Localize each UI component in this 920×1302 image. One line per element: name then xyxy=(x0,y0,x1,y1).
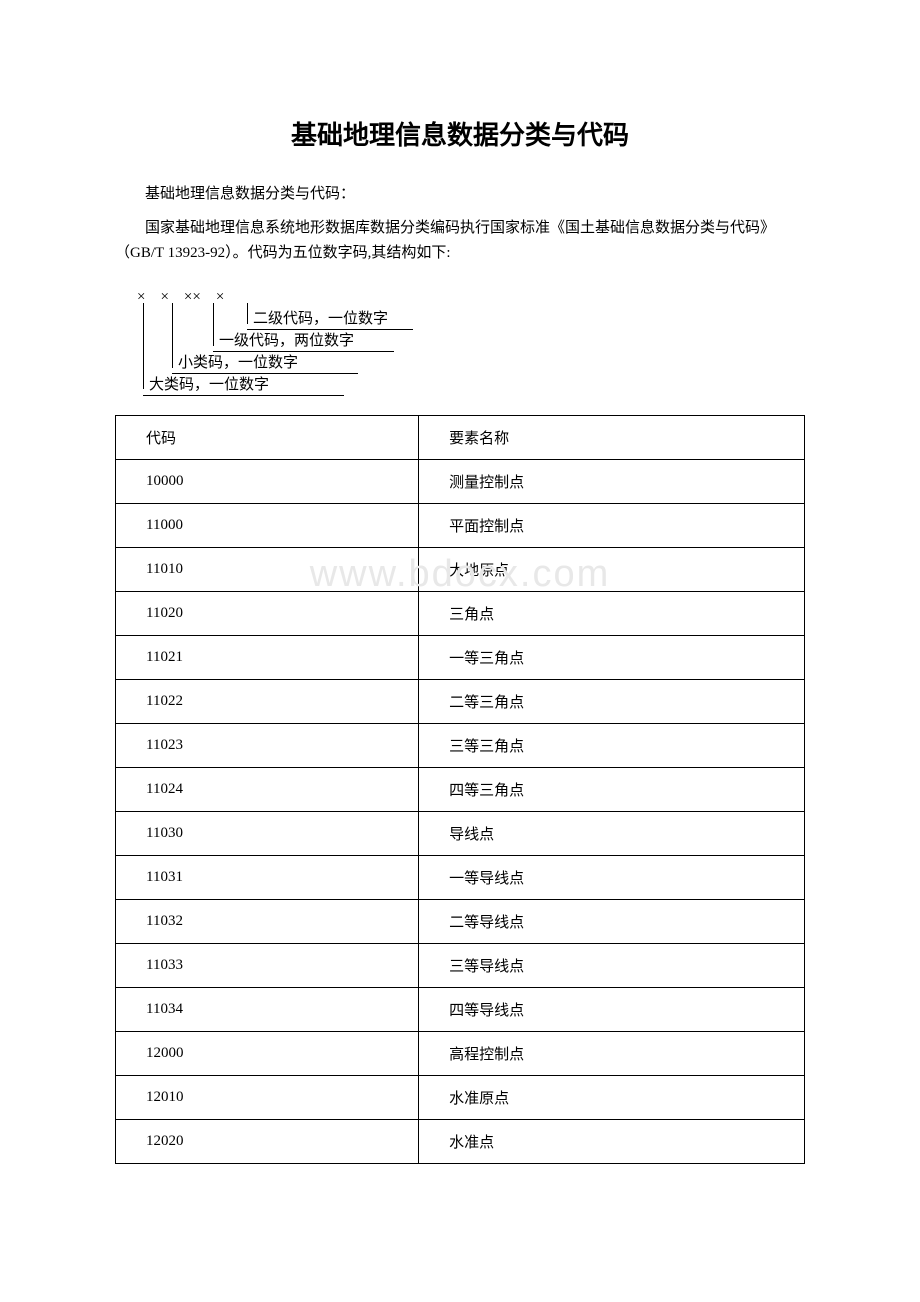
cell-name: 二等导线点 xyxy=(419,899,805,943)
cell-code: 11010 xyxy=(116,547,419,591)
cell-code: 11033 xyxy=(116,943,419,987)
table-row: 11020三角点 xyxy=(116,591,805,635)
table-row: 12010水准原点 xyxy=(116,1075,805,1119)
intro-paragraph-1: 基础地理信息数据分类与代码： xyxy=(115,182,805,208)
table-row: 11023三等三角点 xyxy=(116,723,805,767)
cell-code: 11000 xyxy=(116,503,419,547)
cell-name: 一等三角点 xyxy=(419,635,805,679)
cell-name: 二等三角点 xyxy=(419,679,805,723)
cell-name: 三等三角点 xyxy=(419,723,805,767)
cell-code: 10000 xyxy=(116,459,419,503)
cell-code: 11032 xyxy=(116,899,419,943)
cell-code: 12000 xyxy=(116,1031,419,1075)
col-header-name: 要素名称 xyxy=(419,415,805,459)
table-row: 11022二等三角点 xyxy=(116,679,805,723)
cell-code: 12010 xyxy=(116,1075,419,1119)
diagram-level1: 大类码，一位数字 xyxy=(143,373,344,396)
cell-name: 导线点 xyxy=(419,811,805,855)
cell-name: 测量控制点 xyxy=(419,459,805,503)
code-table: 代码要素名称10000测量控制点11000平面控制点11010大地原点11020… xyxy=(115,415,805,1164)
table-row: 10000测量控制点 xyxy=(116,459,805,503)
table-header-row: 代码要素名称 xyxy=(116,415,805,459)
code-structure-diagram: × × ×× × 二级代码，一位数字 一级代码，两位数字 小类码，一位数字 大类… xyxy=(137,285,397,393)
diagram-level3: 一级代码，两位数字 xyxy=(213,329,394,352)
cell-code: 11024 xyxy=(116,767,419,811)
table-row: 11000平面控制点 xyxy=(116,503,805,547)
table-row: 11031一等导线点 xyxy=(116,855,805,899)
diagram-level2: 小类码，一位数字 xyxy=(172,351,358,374)
cell-name: 水准原点 xyxy=(419,1075,805,1119)
diagram-placeholders: × × ×× × xyxy=(137,285,224,306)
diagram-level4: 二级代码，一位数字 xyxy=(247,307,413,330)
table-row: 11010大地原点 xyxy=(116,547,805,591)
document-page: 基础地理信息数据分类与代码 基础地理信息数据分类与代码： 国家基础地理信息系统地… xyxy=(0,0,920,1224)
cell-code: 11030 xyxy=(116,811,419,855)
table-row: 11032二等导线点 xyxy=(116,899,805,943)
table-row: 11024四等三角点 xyxy=(116,767,805,811)
cell-name: 平面控制点 xyxy=(419,503,805,547)
cell-code: 11020 xyxy=(116,591,419,635)
cell-name: 高程控制点 xyxy=(419,1031,805,1075)
cell-code: 11022 xyxy=(116,679,419,723)
table-row: 12020水准点 xyxy=(116,1119,805,1163)
cell-name: 大地原点 xyxy=(419,547,805,591)
cell-code: 11023 xyxy=(116,723,419,767)
cell-code: 11034 xyxy=(116,987,419,1031)
table-row: 11030导线点 xyxy=(116,811,805,855)
cell-code: 12020 xyxy=(116,1119,419,1163)
cell-name: 一等导线点 xyxy=(419,855,805,899)
cell-name: 水准点 xyxy=(419,1119,805,1163)
col-header-code: 代码 xyxy=(116,415,419,459)
table-section: www.bdocx.com 代码要素名称10000测量控制点11000平面控制点… xyxy=(115,415,805,1164)
cell-name: 四等三角点 xyxy=(419,767,805,811)
intro-paragraph-2: 国家基础地理信息系统地形数据库数据分类编码执行国家标准《国土基础信息数据分类与代… xyxy=(115,216,805,267)
cell-name: 三等导线点 xyxy=(419,943,805,987)
page-title: 基础地理信息数据分类与代码 xyxy=(115,115,805,152)
table-row: 12000高程控制点 xyxy=(116,1031,805,1075)
cell-code: 11031 xyxy=(116,855,419,899)
cell-name: 三角点 xyxy=(419,591,805,635)
cell-name: 四等导线点 xyxy=(419,987,805,1031)
table-row: 11033三等导线点 xyxy=(116,943,805,987)
table-row: 11034四等导线点 xyxy=(116,987,805,1031)
cell-code: 11021 xyxy=(116,635,419,679)
table-row: 11021一等三角点 xyxy=(116,635,805,679)
table-body: 代码要素名称10000测量控制点11000平面控制点11010大地原点11020… xyxy=(116,415,805,1163)
